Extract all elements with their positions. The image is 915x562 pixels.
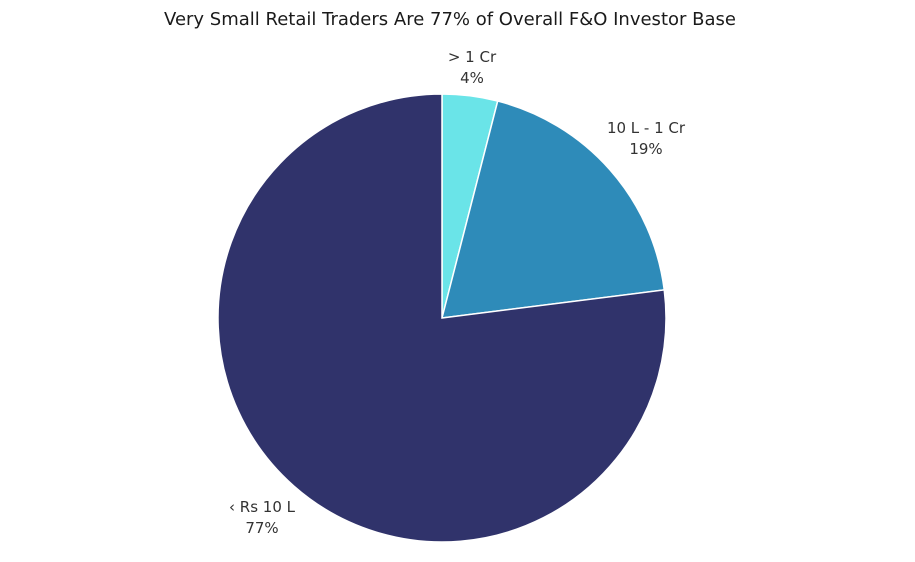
slice-value-label: 4% [460, 69, 484, 87]
slice-value-label: 77% [245, 519, 278, 537]
pie-slice-2 [440, 100, 666, 319]
slice-category-label: > 1 Cr [448, 48, 497, 66]
pie-slice-3 [217, 93, 667, 543]
slice-category-label: 10 L - 1 Cr [607, 119, 686, 137]
pie-labels: > 1 Cr 4% 10 L - 1 Cr 19% ‹ Rs 10 L 77% [229, 48, 686, 537]
slice-value-label: 19% [629, 140, 662, 158]
slice-category-label: ‹ Rs 10 L [229, 498, 296, 516]
pie-slices [217, 93, 667, 543]
chart-title: Very Small Retail Traders Are 77% of Ove… [164, 9, 736, 30]
